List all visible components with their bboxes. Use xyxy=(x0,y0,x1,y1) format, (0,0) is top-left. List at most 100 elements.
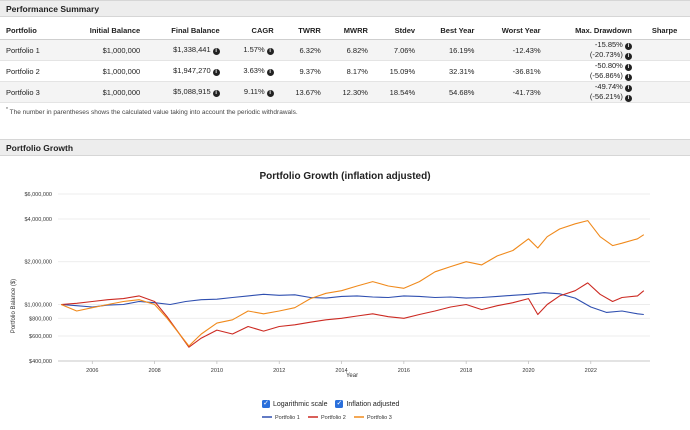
drawdown-text: -15.85% xyxy=(594,40,623,49)
table-row: Portfolio 3 $1,000,000 $5,088,915 i 9.11% i 13… xyxy=(0,81,690,103)
mwrr-value-text: 12.30% xyxy=(342,87,368,97)
best-year-value: 32.31% xyxy=(419,60,479,82)
info-icon[interactable]: i xyxy=(624,53,632,60)
inflation-adjusted-checkbox[interactable]: ✓ xyxy=(335,400,344,408)
info-icon[interactable]: i xyxy=(624,85,632,92)
sharpe-value xyxy=(635,81,690,103)
max-drawdown-value: -50.80% i (-56.86%) i xyxy=(544,60,636,82)
twrr-value: 6.32% xyxy=(277,39,325,61)
info-icon[interactable]: i xyxy=(624,64,632,71)
col-initial-balance: Initial Balance xyxy=(61,23,145,40)
x-tick-label: 2008 xyxy=(148,368,160,374)
log-scale-checkbox[interactable]: ✓ xyxy=(262,400,270,408)
log-scale-option[interactable]: ✓ Logarithmic scale xyxy=(262,400,327,408)
x-tick-label: 2010 xyxy=(211,368,223,374)
series-line-portfolio-3 xyxy=(60,220,645,347)
col-cagr: CAGR xyxy=(223,23,278,40)
inflation-adjusted-option[interactable]: ✓ Inflation adjusted xyxy=(335,400,399,408)
table-header-row: Portfolio Initial Balance Final Balance … xyxy=(0,23,690,40)
growth-chart-area: Portfolio Growth (inflation adjusted) Po… xyxy=(0,156,690,426)
worst-year-value: -12.43% xyxy=(478,39,545,61)
twrr-value: 13.67% xyxy=(277,81,325,103)
drawdown-withdrawal-text: (-56.21%) xyxy=(589,92,623,101)
initial-balance: $1,000,000 xyxy=(61,81,145,103)
performance-summary-title: Performance Summary xyxy=(6,4,100,14)
portfolio-name-text: Portfolio 2 xyxy=(6,66,40,76)
series-line-portfolio-1 xyxy=(61,292,644,316)
best-year-value-text: 16.19% xyxy=(449,45,475,55)
info-icon[interactable]: i xyxy=(212,69,220,76)
cagr-value-text: 3.63% xyxy=(243,66,265,75)
best-year-value: 54.68% xyxy=(419,81,479,103)
final-balance-text: $5,088,915 xyxy=(173,87,211,96)
info-icon[interactable]: i xyxy=(212,90,220,97)
info-icon[interactable]: i xyxy=(266,90,274,97)
twrr-value: 9.37% xyxy=(277,60,325,82)
x-tick-label: 2006 xyxy=(86,368,98,374)
table-row: Portfolio 1 $1,000,000 $1,338,441 i 1.57% i 6.… xyxy=(0,39,690,61)
mwrr-value-text: 6.82% xyxy=(346,45,368,55)
legend-label[interactable]: Portfolio 1 xyxy=(275,415,300,421)
x-tick-label: 2020 xyxy=(522,368,534,374)
col-worst-year: Worst Year xyxy=(478,23,545,40)
y-tick-label: $1,000,000 xyxy=(24,302,52,308)
twrr-value-text: 13.67% xyxy=(295,87,321,97)
log-scale-label: Logarithmic scale xyxy=(273,400,328,408)
stdev-value-text: 7.06% xyxy=(393,45,416,55)
drawdown-withdrawal-text: (-20.73%) xyxy=(589,50,623,59)
cagr-value: 9.11% i xyxy=(223,81,278,103)
info-icon[interactable]: i xyxy=(624,95,632,102)
series-line-portfolio-2 xyxy=(61,282,645,348)
info-icon[interactable]: i xyxy=(624,43,632,50)
info-icon[interactable]: i xyxy=(624,74,632,81)
x-tick-label: 2022 xyxy=(585,368,597,374)
best-year-value: 16.19% xyxy=(419,39,479,61)
twrr-value-text: 6.32% xyxy=(299,45,321,55)
chart-title: Portfolio Growth (inflation adjusted) xyxy=(259,171,430,182)
x-axis-label: Year xyxy=(346,373,358,379)
mwrr-value-text: 8.17% xyxy=(346,66,368,76)
worst-year-value: -41.73% xyxy=(478,81,545,103)
x-tick-label: 2018 xyxy=(460,368,472,374)
y-tick-label: $4,000,000 xyxy=(24,217,52,223)
col-portfolio: Portfolio xyxy=(0,23,62,40)
stdev-value-text: 18.54% xyxy=(389,87,416,97)
stdev-value-text: 15.09% xyxy=(389,66,416,76)
drawdown-text: -49.74% xyxy=(594,82,623,91)
sharpe-value xyxy=(635,39,690,61)
best-year-value-text: 54.68% xyxy=(449,87,475,97)
final-balance: $5,088,915 i xyxy=(144,81,224,103)
final-balance-text: $1,947,270 xyxy=(173,66,211,75)
final-balance: $1,947,270 i xyxy=(144,60,224,82)
sharpe-value xyxy=(635,60,690,82)
col-final-balance: Final Balance xyxy=(144,23,224,40)
x-tick-label: 2012 xyxy=(273,368,285,374)
cagr-value: 1.57% i xyxy=(223,39,278,61)
stdev-value: 7.06% xyxy=(371,39,420,61)
initial-balance-text: $1,000,000 xyxy=(102,87,141,97)
legend-label[interactable]: Portfolio 2 xyxy=(321,415,346,421)
legend-label[interactable]: Portfolio 3 xyxy=(367,415,392,421)
final-balance-text: $1,338,441 xyxy=(173,45,211,54)
initial-balance-text: $1,000,000 xyxy=(102,66,141,76)
footnote-mark: * xyxy=(6,107,8,113)
x-tick-label: 2014 xyxy=(335,368,347,374)
info-icon[interactable]: i xyxy=(266,48,274,55)
drawdown-text: -50.80% xyxy=(594,61,623,70)
final-balance: $1,338,441 i xyxy=(144,39,224,61)
cagr-value-text: 9.11% xyxy=(243,87,265,96)
portfolio-growth-title: Portfolio Growth xyxy=(6,143,74,153)
chart-options: ✓ Logarithmic scale ✓ Inflation adjusted xyxy=(262,400,399,408)
y-tick-label: $2,000,000 xyxy=(24,260,52,266)
twrr-value-text: 9.37% xyxy=(299,66,321,76)
y-tick-label: $400,000 xyxy=(29,359,52,365)
worst-year-value-text: -41.73% xyxy=(512,87,541,97)
y-tick-label: $6,000,000 xyxy=(24,192,52,198)
info-icon[interactable]: i xyxy=(212,48,220,55)
col-max-drawdown: Max. Drawdown xyxy=(544,23,636,40)
stdev-value: 18.54% xyxy=(371,81,420,103)
info-icon[interactable]: i xyxy=(266,69,274,76)
stdev-value: 15.09% xyxy=(371,60,420,82)
cagr-value: 3.63% i xyxy=(223,60,278,82)
growth-chart: Portfolio Growth (inflation adjusted) Po… xyxy=(11,171,650,421)
